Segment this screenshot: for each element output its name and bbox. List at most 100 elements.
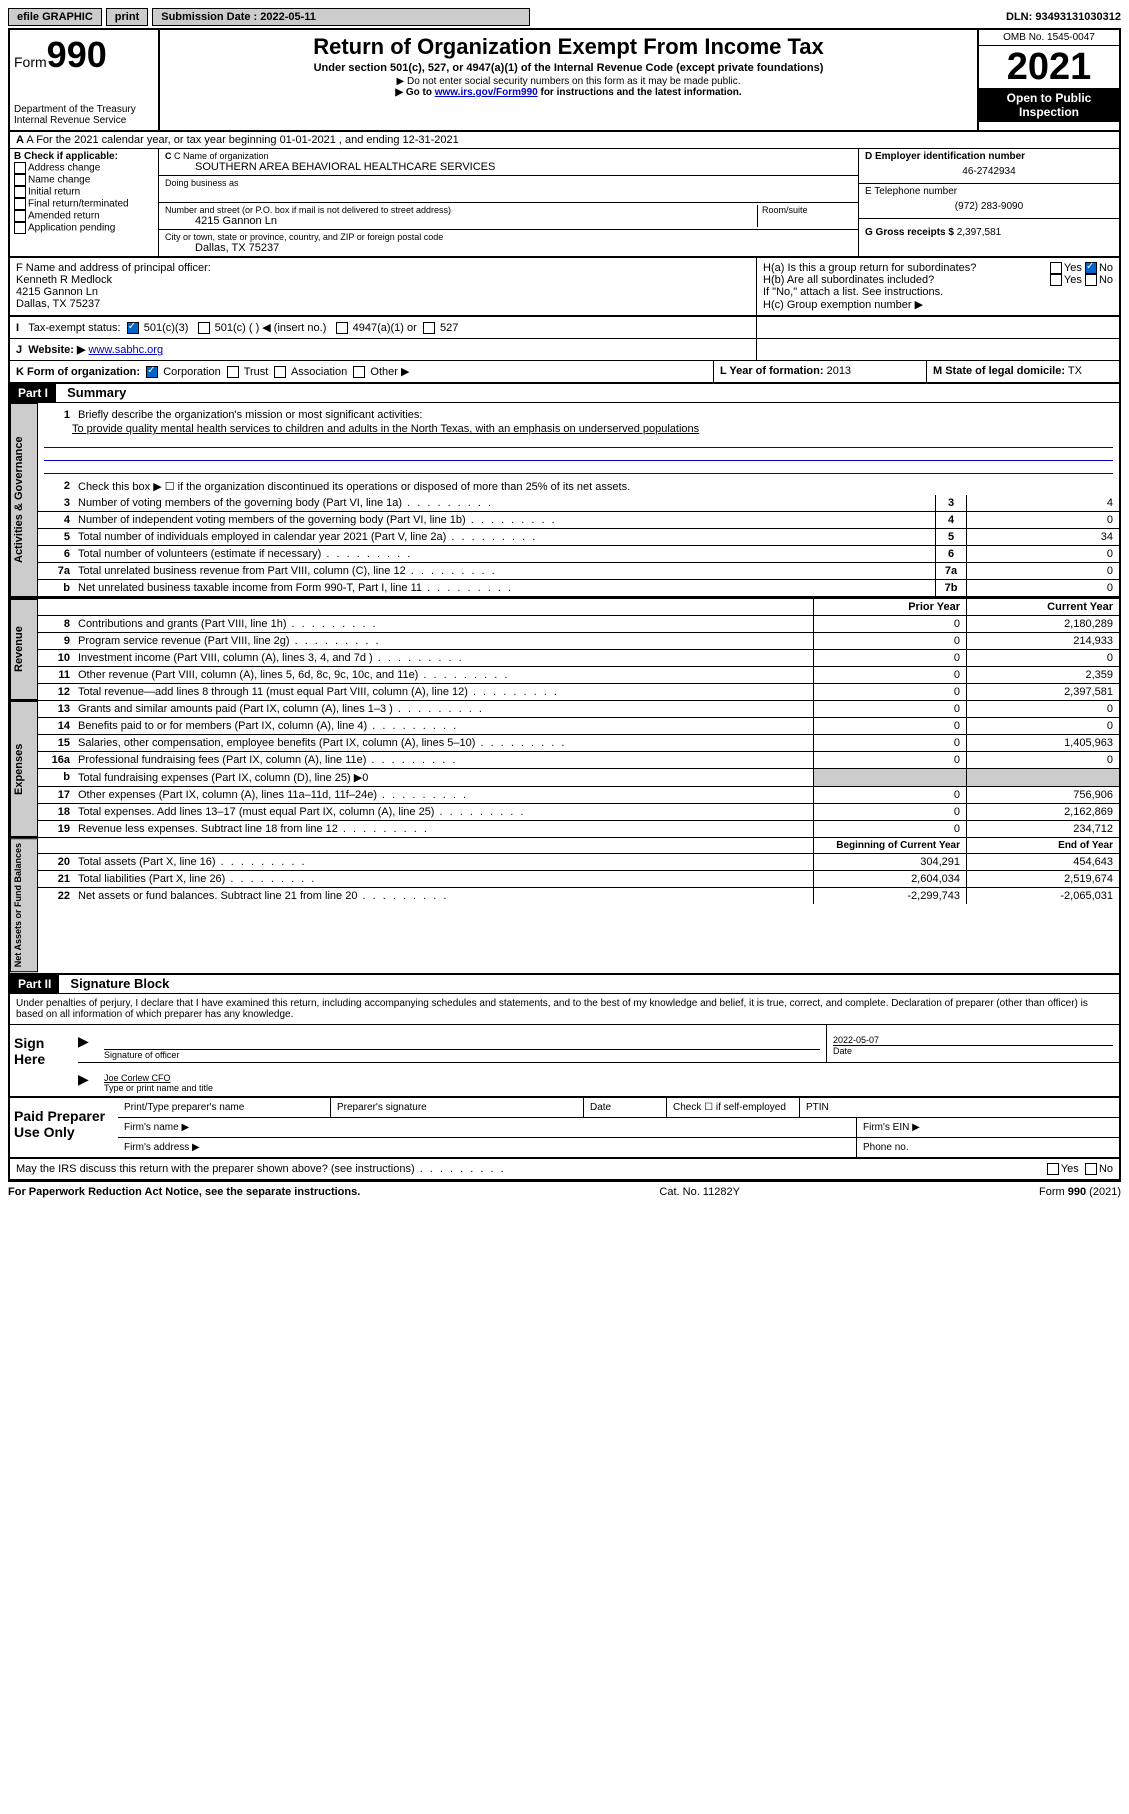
top-bar: efile GRAPHIC print Submission Date : 20… bbox=[8, 8, 1121, 26]
form-year-box: OMB No. 1545-0047 2021 Open to Public In… bbox=[977, 30, 1119, 130]
summary-line: 10Investment income (Part VIII, column (… bbox=[38, 650, 1119, 667]
hb-no-label: No bbox=[1099, 274, 1113, 286]
cb-initial[interactable] bbox=[14, 186, 26, 198]
firm-addr-label: Firm's address ▶ bbox=[118, 1138, 857, 1157]
sig-date-label: Date bbox=[833, 1045, 1113, 1056]
form-header: Form990 Department of the Treasury Inter… bbox=[10, 30, 1119, 132]
form-id-box: Form990 Department of the Treasury Inter… bbox=[10, 30, 160, 130]
mission-text: To provide quality mental health service… bbox=[72, 423, 699, 435]
cb-app-pending[interactable] bbox=[14, 222, 26, 234]
discuss-no[interactable] bbox=[1085, 1163, 1097, 1175]
pt-check-label: Check ☐ if self-employed bbox=[667, 1098, 800, 1117]
print-button[interactable]: print bbox=[106, 8, 148, 26]
ha-no-label: No bbox=[1099, 262, 1113, 274]
arrow-icon: ▶ bbox=[78, 1025, 98, 1062]
firm-name-label: Firm's name ▶ bbox=[118, 1118, 857, 1137]
hb-note: If "No," attach a list. See instructions… bbox=[763, 286, 1113, 298]
hb-yes[interactable] bbox=[1050, 274, 1062, 286]
cb-trust[interactable] bbox=[227, 366, 239, 378]
phone-value: (972) 283-9090 bbox=[865, 197, 1113, 216]
pt-ptin-label: PTIN bbox=[800, 1098, 1119, 1117]
hc-label: H(c) Group exemption number ▶ bbox=[763, 298, 1113, 311]
tax-status-label: Tax-exempt status: bbox=[28, 322, 120, 334]
cb-label-3: Final return/terminated bbox=[28, 199, 129, 210]
row-j: J Website: ▶ www.sabhc.org bbox=[10, 339, 1119, 361]
form-title-box: Return of Organization Exempt From Incom… bbox=[160, 30, 977, 130]
summary-line: bNet unrelated business taxable income f… bbox=[38, 580, 1119, 597]
summary-line: 13Grants and similar amounts paid (Part … bbox=[38, 701, 1119, 718]
part-1: Part I Summary Activities & Governance 1… bbox=[10, 384, 1119, 972]
box-f: F Name and address of principal officer:… bbox=[10, 258, 757, 315]
opt-527: 527 bbox=[440, 322, 458, 334]
cb-name-change[interactable] bbox=[14, 174, 26, 186]
cb-final[interactable] bbox=[14, 198, 26, 210]
form-subtitle-1: Under section 501(c), 527, or 4947(a)(1)… bbox=[168, 62, 969, 74]
summary-line: 20Total assets (Part X, line 16)304,2914… bbox=[38, 854, 1119, 871]
omb-number: OMB No. 1545-0047 bbox=[979, 30, 1119, 46]
row-i: I Tax-exempt status: 501(c)(3) 501(c) ( … bbox=[10, 316, 1119, 339]
phone-label: E Telephone number bbox=[865, 186, 1113, 197]
page-footer: For Paperwork Reduction Act Notice, see … bbox=[8, 1182, 1121, 1202]
ha-yes[interactable] bbox=[1050, 262, 1062, 274]
form-note-1: ▶ Do not enter social security numbers o… bbox=[168, 76, 969, 87]
box-h: H(a) Is this a group return for subordin… bbox=[757, 258, 1119, 315]
ha-no[interactable] bbox=[1085, 262, 1097, 274]
opt-corp: Corporation bbox=[163, 366, 220, 378]
row-a-text: A For the 2021 calendar year, or tax yea… bbox=[26, 134, 458, 146]
row-a-tax-year: A A For the 2021 calendar year, or tax y… bbox=[10, 132, 1119, 149]
box-d-e-g: D Employer identification number 46-2742… bbox=[858, 149, 1119, 256]
cb-label-4: Amended return bbox=[28, 211, 100, 222]
part-2: Part II Signature Block Under penalties … bbox=[10, 973, 1119, 1180]
discuss-yes[interactable] bbox=[1047, 1163, 1059, 1175]
hb-no[interactable] bbox=[1085, 274, 1097, 286]
officer-addr1: 4215 Gannon Ln bbox=[16, 286, 750, 298]
tab-expenses: Expenses bbox=[10, 701, 38, 837]
website-label: Website: ▶ bbox=[28, 344, 85, 356]
row-f-h: F Name and address of principal officer:… bbox=[10, 258, 1119, 316]
form-container: Form990 Department of the Treasury Inter… bbox=[8, 28, 1121, 1182]
cb-other[interactable] bbox=[353, 366, 365, 378]
col-end-year: End of Year bbox=[966, 838, 1119, 853]
opt-501c3: 501(c)(3) bbox=[144, 322, 189, 334]
box-b-title: B Check if applicable: bbox=[14, 151, 154, 162]
paid-preparer-label: Paid Preparer Use Only bbox=[10, 1098, 118, 1157]
phone-no-label: Phone no. bbox=[857, 1138, 1119, 1157]
sig-date-value: 2022-05-07 bbox=[833, 1035, 1113, 1045]
tax-year: 2021 bbox=[979, 46, 1119, 88]
ha-label: H(a) Is this a group return for subordin… bbox=[763, 262, 976, 274]
cb-501c3[interactable] bbox=[127, 322, 139, 334]
box-c: C C Name of organization SOUTHERN AREA B… bbox=[159, 149, 858, 256]
discuss-no-label: No bbox=[1099, 1163, 1113, 1175]
cb-label-0: Address change bbox=[28, 163, 100, 174]
ein-label: D Employer identification number bbox=[865, 151, 1113, 162]
l1-label: Briefly describe the organization's miss… bbox=[74, 407, 1119, 423]
website-value[interactable]: www.sabhc.org bbox=[88, 344, 163, 356]
sign-here-label: Sign Here bbox=[10, 1025, 78, 1096]
irs-link[interactable]: www.irs.gov/Form990 bbox=[435, 87, 538, 98]
discuss-yes-label: Yes bbox=[1061, 1163, 1079, 1175]
cat-no: Cat. No. 11282Y bbox=[659, 1186, 740, 1198]
summary-line: 7aTotal unrelated business revenue from … bbox=[38, 563, 1119, 580]
form-note-2: ▶ Go to www.irs.gov/Form990 for instruct… bbox=[168, 87, 969, 98]
cb-501c[interactable] bbox=[198, 322, 210, 334]
cb-4947[interactable] bbox=[336, 322, 348, 334]
cb-label-1: Name change bbox=[28, 175, 90, 186]
cb-assoc[interactable] bbox=[274, 366, 286, 378]
form-ref: Form 990 (2021) bbox=[1039, 1186, 1121, 1198]
opt-assoc: Association bbox=[291, 366, 347, 378]
col-current-year: Current Year bbox=[966, 599, 1119, 615]
street-address: 4215 Gannon Ln bbox=[165, 215, 757, 227]
tab-governance: Activities & Governance bbox=[10, 403, 38, 597]
cb-527[interactable] bbox=[423, 322, 435, 334]
part1-title: Summary bbox=[59, 383, 134, 402]
type-name-label: Type or print name and title bbox=[104, 1083, 1113, 1093]
form-word: Form bbox=[14, 54, 47, 70]
cb-amended[interactable] bbox=[14, 210, 26, 222]
summary-line: 19Revenue less expenses. Subtract line 1… bbox=[38, 821, 1119, 837]
city-label: City or town, state or province, country… bbox=[165, 232, 852, 242]
dba-label: Doing business as bbox=[165, 178, 852, 188]
cb-corp[interactable] bbox=[146, 366, 158, 378]
domicile: TX bbox=[1068, 365, 1082, 377]
summary-line: 12Total revenue—add lines 8 through 11 (… bbox=[38, 684, 1119, 700]
cb-address-change[interactable] bbox=[14, 162, 26, 174]
